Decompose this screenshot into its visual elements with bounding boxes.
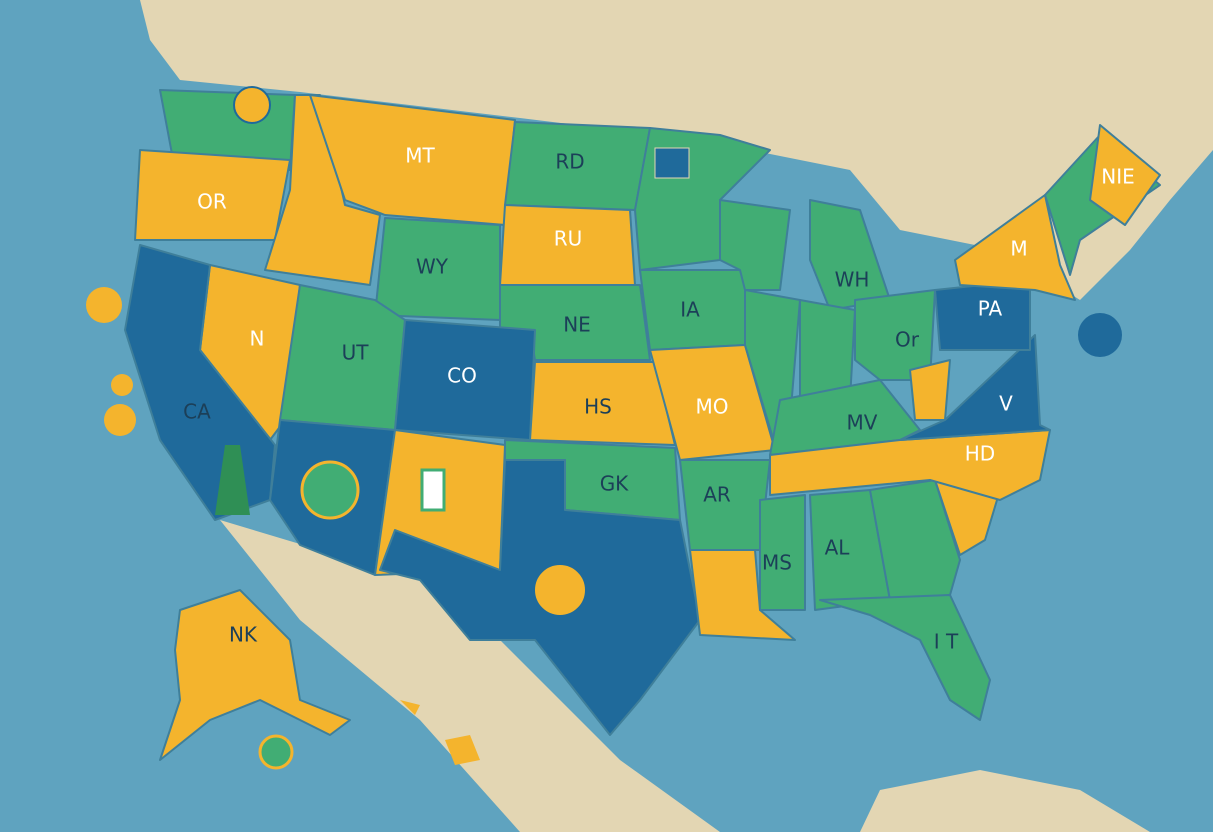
state (1089, 124, 1161, 226)
state-label: AL (825, 536, 851, 560)
state-label: CO (447, 364, 477, 388)
icon (1078, 313, 1122, 357)
state-label: RD (555, 150, 584, 174)
state-label: N (250, 327, 265, 351)
state-label: HD (965, 442, 995, 466)
island (445, 735, 480, 765)
icon (654, 147, 690, 179)
icon (300, 460, 360, 520)
state-label: I T (934, 630, 959, 654)
state (309, 94, 516, 226)
cuba (860, 770, 1150, 832)
icon (258, 734, 294, 770)
state-label: MT (405, 144, 435, 168)
mexico (220, 520, 720, 832)
state-label: CA (183, 400, 211, 424)
state-label: UT (342, 341, 370, 365)
state-label: WY (416, 255, 449, 279)
state-label: MS (762, 551, 792, 575)
state-label: V (999, 392, 1013, 416)
icon (104, 404, 136, 436)
state-label: MV (847, 411, 878, 435)
state-label: IA (680, 298, 700, 322)
icon (215, 445, 250, 515)
state-label: HS (584, 395, 612, 419)
icon (533, 563, 587, 617)
state-label: GK (600, 472, 629, 496)
state (909, 359, 951, 421)
island (400, 700, 420, 715)
icon (420, 468, 446, 512)
state-label: NE (563, 313, 591, 337)
state-label: RU (554, 227, 583, 251)
icons (86, 86, 1122, 770)
alaska (159, 589, 351, 761)
labels: OR MT RD WY RU NE IA UT CO CA N HS MO WH… (183, 144, 1135, 654)
state (869, 479, 961, 601)
state (854, 289, 936, 381)
icon (86, 287, 122, 323)
state-label: Or (895, 328, 920, 352)
state-label: MO (696, 395, 729, 419)
state-label: WH (835, 268, 870, 292)
state (689, 549, 796, 641)
state-label: AR (703, 483, 731, 507)
state (819, 594, 991, 721)
state-label: OR (197, 190, 227, 214)
icon (233, 86, 271, 124)
state-label: M (1010, 237, 1027, 261)
state (899, 334, 1051, 441)
icon (111, 374, 133, 396)
state-label: PA (978, 297, 1003, 321)
canada (140, 0, 1213, 300)
state-label: NIE (1101, 165, 1135, 189)
state (759, 494, 806, 611)
state-label: NK (229, 623, 258, 647)
